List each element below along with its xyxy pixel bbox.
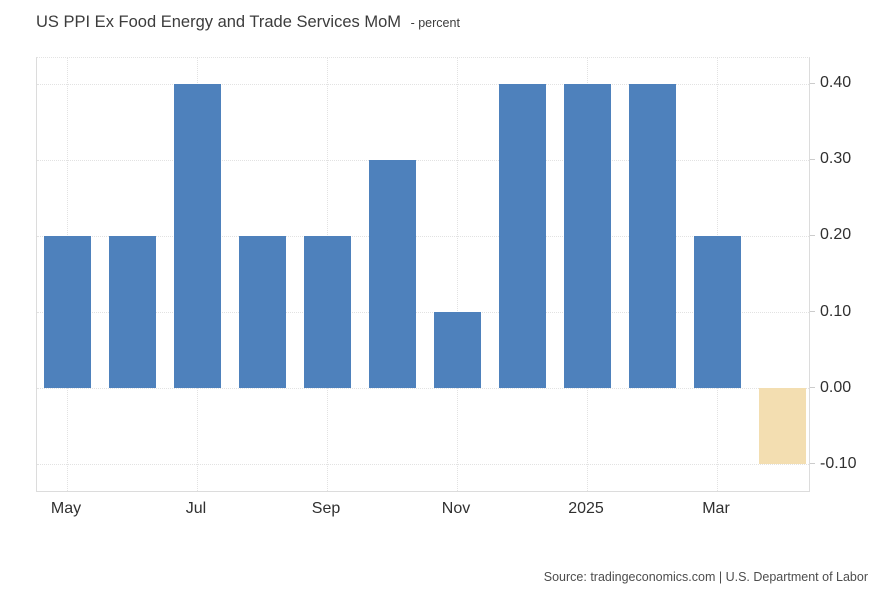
- bar-Aug[interactable]: [238, 235, 286, 389]
- bar-Oct[interactable]: [368, 159, 416, 389]
- y-tick-label-0.20: 0.20: [820, 226, 852, 244]
- x-tick-label-May: May: [50, 500, 82, 517]
- y-axis-tick: [810, 234, 815, 236]
- bar-Feb[interactable]: [628, 83, 676, 389]
- y-tick-label-0.40: 0.40: [820, 74, 852, 92]
- y-axis-tick: [810, 82, 815, 84]
- y-gridline--0.10: [37, 464, 809, 466]
- chart-title: US PPI Ex Food Energy and Trade Services…: [36, 13, 460, 32]
- x-tick-label-Jul: Jul: [185, 500, 207, 517]
- x-gridline-Nov: [457, 58, 458, 491]
- y-axis-tick: [810, 311, 815, 312]
- x-tick-label-2025: 2025: [568, 500, 604, 517]
- y-tick-label--0.10: -0.10: [820, 454, 857, 472]
- bar-Jan-2025[interactable]: [563, 83, 611, 389]
- bar-Sep[interactable]: [303, 235, 351, 389]
- bar-Nov[interactable]: [433, 312, 481, 389]
- y-gridline-0.30: [37, 159, 809, 161]
- y-tick-label-0.10: 0.10: [820, 302, 852, 320]
- y-axis-tick: [810, 158, 815, 160]
- x-tick-label-Nov: Nov: [441, 500, 471, 517]
- y-tick-label-0.00: 0.00: [820, 378, 852, 396]
- bar-Apr[interactable]: [758, 388, 806, 465]
- y-axis-tick: [810, 387, 815, 389]
- bar-Mar[interactable]: [693, 235, 741, 389]
- y-gridline-0.10: [37, 312, 809, 313]
- chart-title-unit: - percent: [410, 16, 460, 30]
- plot-area: [36, 57, 810, 492]
- x-tick-label-Sep: Sep: [311, 500, 341, 517]
- bar-Dec[interactable]: [498, 83, 546, 389]
- y-axis-tick: [810, 463, 815, 465]
- chart-title-text: US PPI Ex Food Energy and Trade Services…: [36, 13, 401, 31]
- source-credit: Source: tradingeconomics.com | U.S. Depa…: [543, 570, 868, 584]
- bar-Jul[interactable]: [173, 83, 221, 389]
- y-tick-label-0.30: 0.30: [820, 150, 852, 168]
- y-gridline-0.00: [37, 388, 809, 390]
- y-gridline-0.20: [37, 235, 809, 237]
- x-tick-label-Mar: Mar: [702, 500, 730, 517]
- bar-May[interactable]: [43, 235, 91, 389]
- y-gridline-0.40: [37, 83, 809, 85]
- bar-Jun[interactable]: [108, 235, 156, 389]
